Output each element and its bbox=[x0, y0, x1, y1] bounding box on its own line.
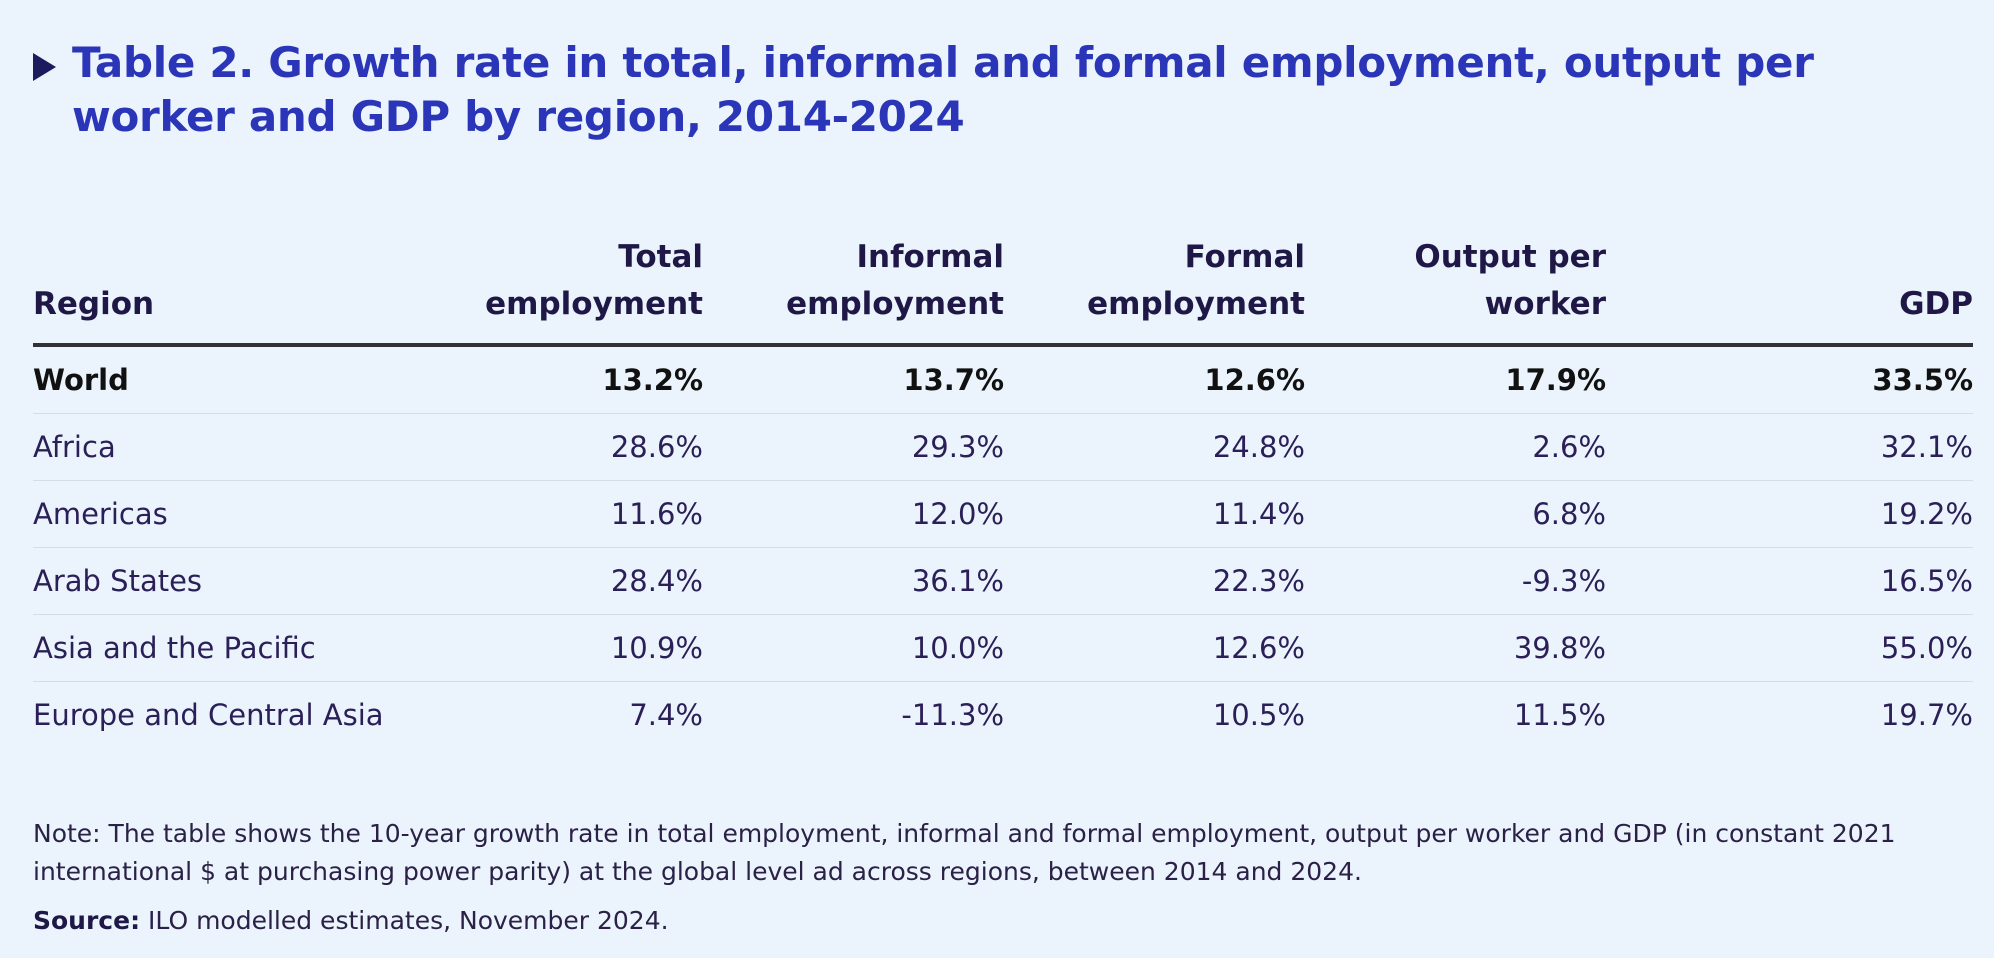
source-text: ILO modelled estimates, November 2024. bbox=[140, 906, 669, 935]
cell-region: Europe and Central Asia bbox=[33, 698, 384, 732]
cell-total-employment: 28.6% bbox=[403, 413, 703, 481]
header-informal-line1: Informal bbox=[856, 239, 1004, 275]
cell-formal-employment: 11.4% bbox=[1004, 480, 1305, 548]
title-block: Table 2. Growth rate in total, informal … bbox=[30, 36, 1970, 144]
cell-output-per-worker: 17.9% bbox=[1305, 345, 1606, 414]
header-region-label: Region bbox=[33, 286, 155, 322]
cell-output-per-worker: 2.6% bbox=[1305, 413, 1606, 481]
table-header: Region Total employment Informal employmen… bbox=[33, 234, 1973, 347]
cell-region: Asia and the Pacific bbox=[33, 614, 403, 682]
cell-gdp: 55.0% bbox=[1606, 614, 1973, 682]
header-formal-line1: Formal bbox=[1184, 239, 1305, 275]
cell-formal-employment: 10.5% bbox=[1212, 698, 1305, 732]
cell-total-employment: 13.2% bbox=[403, 345, 703, 414]
header-row: Region Total employment Informal employmen… bbox=[33, 234, 1973, 347]
header-gdp-label: GDP bbox=[1899, 286, 1973, 322]
cell-output-per-worker: 6.8% bbox=[1305, 480, 1606, 548]
cell-gdp: 19.2% bbox=[1606, 480, 1973, 548]
table-row-asia-pacific: Asia and the Pacific 10.9% 10.0% 12.6% 3… bbox=[33, 614, 1973, 682]
cell-informal-employment: -11.3% bbox=[901, 698, 1004, 732]
cell-formal-employment: 24.8% bbox=[1004, 413, 1305, 481]
table-row-africa: Africa 28.6% 29.3% 24.8% 2.6% 32.1% bbox=[33, 413, 1973, 481]
triangle-right-icon bbox=[33, 53, 56, 81]
cell-output-per-worker: -9.3% bbox=[1305, 547, 1606, 615]
cell-region: Americas bbox=[33, 480, 403, 548]
table-row-world: World 13.2% 13.7% 12.6% 17.9% 33.5% bbox=[33, 345, 1973, 414]
header-total-employment: Total employment bbox=[403, 234, 703, 347]
growth-rate-table: Region Total employment Informal employmen… bbox=[33, 234, 1973, 748]
cell-informal-employment: 10.0% bbox=[703, 614, 1004, 682]
cell-total-employment: 10.9% bbox=[403, 614, 703, 682]
header-gdp: GDP bbox=[1606, 234, 1973, 347]
source-label: Source: bbox=[33, 906, 141, 935]
table-container: Region Total employment Informal employmen… bbox=[33, 234, 1973, 748]
cell-gdp: 16.5% bbox=[1606, 547, 1973, 615]
table-row-arab-states: Arab States 28.4% 36.1% 22.3% -9.3% 16.5… bbox=[33, 547, 1973, 615]
cell-region: Arab States bbox=[33, 547, 403, 615]
cell-total-employment: 7.4% bbox=[629, 698, 703, 732]
header-region: Region bbox=[33, 234, 403, 347]
cell-formal-employment: 12.6% bbox=[1004, 345, 1305, 414]
header-output-line2: worker bbox=[1484, 286, 1606, 322]
cell-informal-employment: 29.3% bbox=[703, 413, 1004, 481]
header-formal-line2: employment bbox=[1087, 286, 1305, 322]
cell-informal-employment: 12.0% bbox=[703, 480, 1004, 548]
cell-informal-employment: 36.1% bbox=[703, 547, 1004, 615]
header-total-line1: Total bbox=[618, 239, 703, 275]
header-output-line1: Output per bbox=[1414, 239, 1606, 275]
cell-gdp: 32.1% bbox=[1606, 413, 1973, 481]
cell-region: Africa bbox=[33, 413, 403, 481]
cell-formal-employment: 12.6% bbox=[1004, 614, 1305, 682]
table-note: Note: The table shows the 10-year growth… bbox=[33, 819, 1896, 886]
header-total-line2: employment bbox=[485, 286, 703, 322]
cell-total-employment: 28.4% bbox=[403, 547, 703, 615]
cell-formal-employment: 22.3% bbox=[1004, 547, 1305, 615]
header-output-per-worker: Output per worker bbox=[1305, 234, 1606, 347]
header-formal-employment: Formal employment bbox=[1004, 234, 1305, 347]
cell-gdp: 19.7% bbox=[1880, 698, 1973, 732]
cell-informal-employment: 13.7% bbox=[703, 345, 1004, 414]
header-informal-employment: Informal employment bbox=[703, 234, 1004, 347]
table-source: Source: ILO modelled estimates, November… bbox=[33, 902, 669, 940]
cell-output-per-worker: 39.8% bbox=[1305, 614, 1606, 682]
cell-gdp: 33.5% bbox=[1606, 345, 1973, 414]
header-informal-line2: employment bbox=[786, 286, 1004, 322]
table-body: World 13.2% 13.7% 12.6% 17.9% 33.5% Afri… bbox=[33, 345, 1973, 748]
cell-region: World bbox=[33, 345, 403, 414]
cell-total-employment: 11.6% bbox=[403, 480, 703, 548]
table-row-europe-central-asia: Europe and Central Asia 7.4% -11.3% 10.5… bbox=[33, 682, 1973, 749]
cell-output-per-worker: 11.5% bbox=[1513, 698, 1606, 732]
table-row-americas: Americas 11.6% 12.0% 11.4% 6.8% 19.2% bbox=[33, 480, 1973, 548]
table-title: Table 2. Growth rate in total, informal … bbox=[72, 38, 1814, 141]
